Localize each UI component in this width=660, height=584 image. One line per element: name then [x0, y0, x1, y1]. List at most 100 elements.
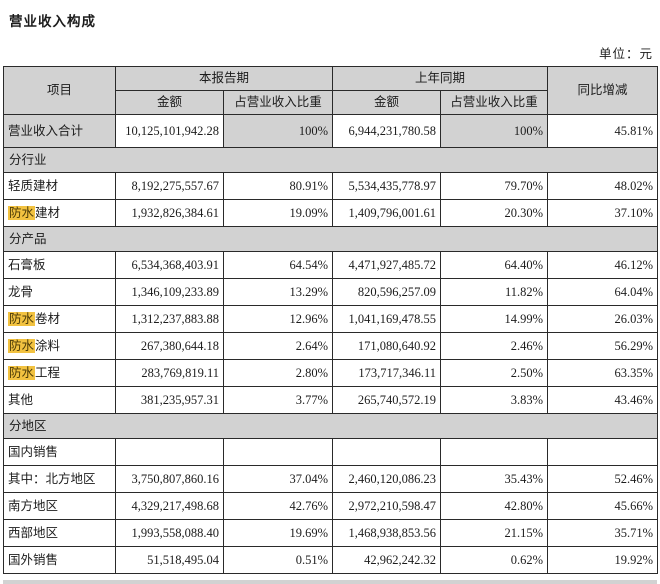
- cell-amount-prior: 6,944,231,780.58: [332, 114, 442, 148]
- table-row: 防水工程 283,769,819.11 2.80% 173,717,346.11…: [3, 359, 659, 387]
- cell-amount-prior: 820,596,257.09: [332, 278, 442, 306]
- cell-yoy: 48.02%: [547, 172, 659, 200]
- table-row: 国外销售 51,518,495.04 0.51% 42,962,242.32 0…: [3, 546, 659, 574]
- header-pct-current: 占营业收入比重: [222, 90, 334, 115]
- cell-pct-current: 0.51%: [222, 546, 334, 574]
- table-row: 其他 381,235,957.31 3.77% 265,740,572.19 3…: [3, 386, 659, 414]
- cell-pct-current: 37.04%: [222, 465, 334, 493]
- cell-amount-prior: 1,468,938,853.56: [332, 519, 442, 547]
- row-label: 其他: [3, 386, 116, 414]
- row-label: 南方地区: [3, 492, 116, 520]
- cell-yoy: 37.10%: [547, 199, 659, 227]
- cell-pct-prior: 0.62%: [440, 546, 549, 574]
- cell-pct-prior: 11.82%: [440, 278, 549, 306]
- row-label: 轻质建材: [3, 172, 116, 200]
- cell-amount-current: 283,769,819.11: [115, 359, 224, 387]
- page-title: 营业收入构成: [9, 14, 96, 29]
- header-pct-prior: 占营业收入比重: [440, 90, 549, 115]
- cell-amount-prior: 1,409,796,001.61: [332, 199, 442, 227]
- section-label: 分地区: [2, 413, 659, 439]
- cell-yoy: 63.35%: [547, 359, 659, 387]
- section-row-by-industry: 分行业: [2, 147, 659, 173]
- table-row: 龙骨 1,346,109,233.89 13.29% 820,596,257.0…: [3, 278, 659, 306]
- cell-pct-prior: 42.80%: [440, 492, 549, 520]
- cell-amount-prior: 1,041,169,478.55: [332, 305, 442, 333]
- row-label: 防水卷材: [3, 305, 116, 333]
- cell-pct-prior: 20.30%: [440, 199, 549, 227]
- table-row: 轻质建材 8,192,275,557.67 80.91% 5,534,435,7…: [3, 172, 659, 200]
- table-row: 南方地区 4,329,217,498.68 42.76% 2,972,210,5…: [3, 492, 659, 520]
- cell-amount-prior: 2,972,210,598.47: [332, 492, 442, 520]
- row-label-text: 卷材: [35, 311, 61, 326]
- header-amount-current: 金额: [115, 90, 224, 115]
- cell-yoy: 45.81%: [547, 114, 659, 148]
- cell-amount-current: 381,235,957.31: [115, 386, 224, 414]
- cell-amount-prior: 4,471,927,485.72: [332, 251, 442, 279]
- row-label: 西部地区: [3, 519, 116, 547]
- cell-pct-prior: 64.40%: [440, 251, 549, 279]
- row-label-text: 涂料: [35, 338, 61, 353]
- row-label: 防水工程: [3, 359, 116, 387]
- cell-amount-prior: [332, 438, 442, 466]
- header-item: 项目: [3, 66, 116, 115]
- cell-pct-prior: 2.46%: [440, 332, 549, 360]
- table-row: 国内销售: [3, 438, 659, 466]
- cell-amount-current: 3,750,807,860.16: [115, 465, 224, 493]
- cell-pct-current: 80.91%: [222, 172, 334, 200]
- header-prior-period: 上年同期: [332, 66, 549, 91]
- cell-pct-current: 100%: [222, 114, 334, 148]
- table-row: 防水涂料 267,380,644.18 2.64% 171,080,640.92…: [3, 332, 659, 360]
- header-amount-prior: 金额: [332, 90, 442, 115]
- cell-amount-prior: 171,080,640.92: [332, 332, 442, 360]
- cell-pct-current: 64.54%: [222, 251, 334, 279]
- cell-amount-prior: 5,534,435,778.97: [332, 172, 442, 200]
- cell-pct-prior: [440, 438, 549, 466]
- section-label: 分行业: [2, 147, 659, 173]
- cell-pct-prior: 2.50%: [440, 359, 549, 387]
- row-label: 营业收入合计: [3, 114, 116, 148]
- cell-amount-current: 6,534,368,403.91: [115, 251, 224, 279]
- section-label: 分产品: [2, 226, 659, 252]
- cell-amount-prior: 42,962,242.32: [332, 546, 442, 574]
- cell-pct-current: 19.69%: [222, 519, 334, 547]
- cell-amount-current: 1,993,558,088.40: [115, 519, 224, 547]
- cell-yoy: 35.71%: [547, 519, 659, 547]
- row-label: 龙骨: [3, 278, 116, 306]
- cell-amount-current: 1,312,237,883.88: [115, 305, 224, 333]
- cell-pct-current: 2.64%: [222, 332, 334, 360]
- cell-amount-current: 51,518,495.04: [115, 546, 224, 574]
- cell-yoy: 52.46%: [547, 465, 659, 493]
- cell-pct-prior: 100%: [440, 114, 549, 148]
- cell-amount-current: [115, 438, 224, 466]
- cell-yoy: 19.92%: [547, 546, 659, 574]
- cell-yoy: [547, 438, 659, 466]
- row-label: 国内销售: [3, 438, 116, 466]
- cell-yoy: 46.12%: [547, 251, 659, 279]
- cell-pct-current: [222, 438, 334, 466]
- row-label: 防水建材: [3, 199, 116, 227]
- cutoff-next-row: [3, 580, 657, 584]
- cell-yoy: 43.46%: [547, 386, 659, 414]
- table-row: 防水卷材 1,312,237,883.88 12.96% 1,041,169,4…: [3, 305, 659, 333]
- row-label: 石膏板: [3, 251, 116, 279]
- row-label: 防水涂料: [3, 332, 116, 360]
- cell-yoy: 64.04%: [547, 278, 659, 306]
- table-row: 西部地区 1,993,558,088.40 19.69% 1,468,938,8…: [3, 519, 659, 547]
- cell-pct-prior: 21.15%: [440, 519, 549, 547]
- cell-pct-current: 3.77%: [222, 386, 334, 414]
- row-label-text: 建材: [35, 205, 61, 220]
- cell-yoy: 26.03%: [547, 305, 659, 333]
- cell-amount-prior: 173,717,346.11: [332, 359, 442, 387]
- cell-pct-prior: 3.83%: [440, 386, 549, 414]
- table-row: 石膏板 6,534,368,403.91 64.54% 4,471,927,48…: [3, 251, 659, 279]
- cell-pct-current: 19.09%: [222, 199, 334, 227]
- header-row-sub: 金额 占营业收入比重 金额 占营业收入比重: [4, 90, 658, 115]
- table-row-total-revenue: 营业收入合计 10,125,101,942.28 100% 6,944,231,…: [3, 114, 659, 148]
- cell-amount-current: 1,346,109,233.89: [115, 278, 224, 306]
- cell-pct-current: 42.76%: [222, 492, 334, 520]
- cell-amount-current: 1,932,826,384.61: [115, 199, 224, 227]
- row-label-text: 工程: [35, 365, 61, 380]
- cell-pct-current: 2.80%: [222, 359, 334, 387]
- search-highlight: 防水: [8, 311, 36, 326]
